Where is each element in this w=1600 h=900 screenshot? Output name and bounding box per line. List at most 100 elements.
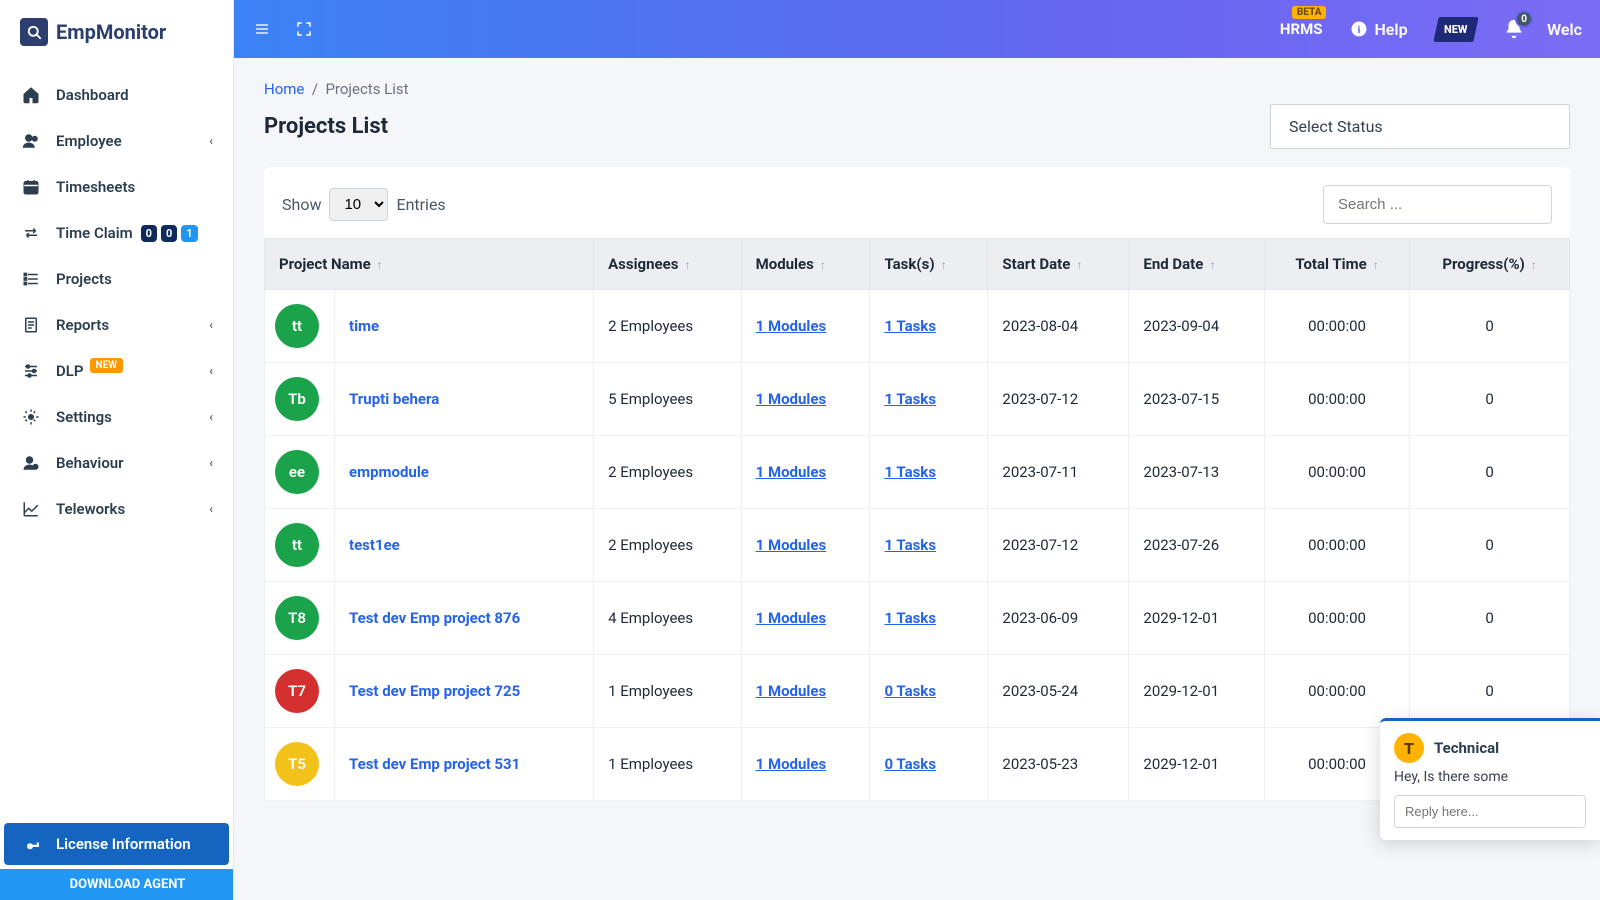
sidebar-item-dashboard[interactable]: Dashboard	[0, 72, 233, 118]
sidebar-item-label: Dashboard	[56, 86, 129, 104]
modules-link[interactable]: 1 Modules	[756, 755, 827, 773]
tasks-link[interactable]: 1 Tasks	[884, 536, 936, 554]
cell-end: 2029-12-01	[1129, 655, 1265, 728]
project-link[interactable]: Test dev Emp project 531	[349, 755, 520, 773]
modules-link[interactable]: 1 Modules	[756, 463, 827, 481]
chat-widget[interactable]: T Technical Hey, Is there some	[1380, 718, 1600, 840]
cell-progress: 0	[1410, 363, 1570, 436]
logo-text: EmpMonitor	[56, 20, 166, 44]
tasks-link[interactable]: 0 Tasks	[884, 682, 936, 700]
sidebar-item-label: DLP	[56, 362, 84, 380]
sidebar-item-dlp[interactable]: DLP NEW‹	[0, 348, 233, 394]
cell-end: 2023-09-04	[1129, 290, 1265, 363]
project-link[interactable]: Test dev Emp project 725	[349, 682, 520, 700]
logo[interactable]: EmpMonitor	[0, 0, 233, 64]
modules-link[interactable]: 1 Modules	[756, 536, 827, 554]
fullscreen-icon[interactable]	[294, 19, 314, 39]
sidebar-nav: Dashboard Employee ‹ Timesheets Time Cla…	[0, 64, 233, 819]
project-link[interactable]: Test dev Emp project 876	[349, 609, 520, 627]
projects-card: Show 10 Entries Project Name↑Assignees↑M…	[264, 167, 1570, 801]
cell-assignees: 1 Employees	[594, 728, 742, 801]
entries-select[interactable]: 10	[329, 188, 388, 221]
search-input[interactable]	[1323, 185, 1552, 224]
swap-icon	[20, 224, 42, 242]
status-select[interactable]: Select Status	[1270, 104, 1570, 149]
sidebar-item-reports[interactable]: Reports ‹	[0, 302, 233, 348]
cell-assignees: 2 Employees	[594, 436, 742, 509]
chevron-left-icon: ‹	[209, 502, 213, 516]
tasks-link[interactable]: 1 Tasks	[884, 609, 936, 627]
sidebar-item-label: Teleworks	[56, 500, 125, 518]
help-label: Help	[1374, 20, 1407, 39]
sidebar-item-projects[interactable]: Projects	[0, 256, 233, 302]
gear-icon	[20, 408, 42, 426]
hrms-link[interactable]: BETA HRMS	[1280, 20, 1323, 38]
modules-link[interactable]: 1 Modules	[756, 682, 827, 700]
time-claim-badge: 1	[181, 225, 197, 242]
col-total-time[interactable]: Total Time↑	[1264, 239, 1409, 290]
download-agent-button[interactable]: DOWNLOAD AGENT	[0, 869, 233, 900]
cell-end: 2023-07-13	[1129, 436, 1265, 509]
cell-assignees: 4 Employees	[594, 582, 742, 655]
project-link[interactable]: test1ee	[349, 536, 400, 554]
modules-link[interactable]: 1 Modules	[756, 609, 827, 627]
sidebar-item-label: Projects	[56, 270, 112, 288]
sidebar-item-employee[interactable]: Employee ‹	[0, 118, 233, 164]
sidebar-item-time-claim[interactable]: Time Claim 001	[0, 210, 233, 256]
col-task-s-[interactable]: Task(s)↑	[870, 239, 988, 290]
cell-assignees: 2 Employees	[594, 509, 742, 582]
sidebar-item-label: Settings	[56, 408, 112, 426]
new-tag[interactable]: NEW	[1436, 17, 1476, 42]
modules-link[interactable]: 1 Modules	[756, 390, 827, 408]
table-row: ee empmodule 2 Employees 1 Modules 1 Tas…	[265, 436, 1570, 509]
sidebar-item-timesheets[interactable]: Timesheets	[0, 164, 233, 210]
col-progress-[interactable]: Progress(%)↑	[1410, 239, 1570, 290]
col-modules[interactable]: Modules↑	[741, 239, 870, 290]
col-project-name[interactable]: Project Name↑	[265, 239, 594, 290]
cell-end: 2029-12-01	[1129, 728, 1265, 801]
tasks-link[interactable]: 0 Tasks	[884, 755, 936, 773]
entries-label: Entries	[396, 195, 445, 214]
chat-message: Hey, Is there some	[1394, 769, 1586, 785]
project-link[interactable]: Trupti behera	[349, 390, 439, 408]
sidebar-item-label: Time Claim	[56, 224, 133, 242]
cell-progress: 0	[1410, 582, 1570, 655]
project-link[interactable]: empmodule	[349, 463, 429, 481]
license-button[interactable]: License Information	[4, 823, 229, 865]
col-start-date[interactable]: Start Date↑	[988, 239, 1129, 290]
info-icon: i	[1350, 20, 1368, 38]
chat-input[interactable]	[1394, 795, 1586, 828]
sort-icon: ↑	[941, 258, 947, 272]
page-title: Projects List	[264, 114, 388, 139]
help-link[interactable]: i Help	[1350, 20, 1407, 39]
tasks-link[interactable]: 1 Tasks	[884, 463, 936, 481]
breadcrumb-home[interactable]: Home	[264, 80, 304, 98]
sidebar: EmpMonitor Dashboard Employee ‹ Timeshee…	[0, 0, 234, 900]
sidebar-item-settings[interactable]: Settings ‹	[0, 394, 233, 440]
time-claim-badge: 0	[141, 225, 157, 242]
notifications-button[interactable]: 0	[1503, 18, 1525, 40]
col-end-date[interactable]: End Date↑	[1129, 239, 1265, 290]
chat-name: Technical	[1434, 739, 1499, 757]
sidebar-item-teleworks[interactable]: Teleworks ‹	[0, 486, 233, 532]
modules-link[interactable]: 1 Modules	[756, 317, 827, 335]
beta-badge: BETA	[1292, 6, 1327, 19]
tasks-link[interactable]: 1 Tasks	[884, 390, 936, 408]
list-icon	[20, 270, 42, 288]
project-link[interactable]: time	[349, 317, 379, 335]
new-label: NEW	[1444, 23, 1468, 36]
svg-text:i: i	[1358, 23, 1361, 36]
col-assignees[interactable]: Assignees↑	[594, 239, 742, 290]
table-row: T8 Test dev Emp project 876 4 Employees …	[265, 582, 1570, 655]
sidebar-item-behaviour[interactable]: Behaviour ‹	[0, 440, 233, 486]
chevron-left-icon: ‹	[209, 318, 213, 332]
tasks-link[interactable]: 1 Tasks	[884, 317, 936, 335]
menu-toggle-icon[interactable]	[252, 19, 272, 39]
sort-icon: ↑	[1531, 258, 1537, 272]
doc-icon	[20, 316, 42, 334]
sidebar-item-label: Employee	[56, 132, 122, 150]
chat-avatar: T	[1394, 733, 1424, 763]
welcome-text: Welc	[1547, 20, 1582, 39]
sidebar-item-label: Timesheets	[56, 178, 135, 196]
cell-start: 2023-07-12	[988, 509, 1129, 582]
